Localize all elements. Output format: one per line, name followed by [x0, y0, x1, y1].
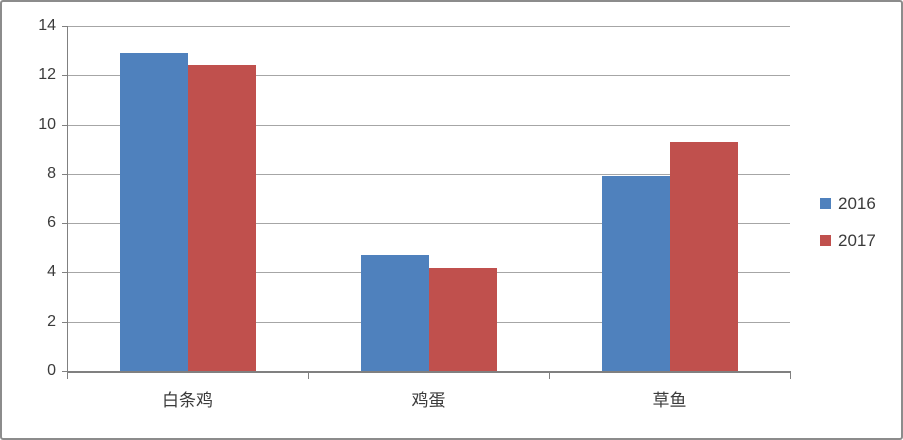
x-axis-line — [67, 371, 791, 373]
x-tick-1 — [308, 373, 309, 379]
legend-label: 2017 — [838, 230, 876, 250]
y-axis-label-12: 12 — [38, 66, 56, 84]
y-tick-8 — [62, 173, 67, 175]
y-tick-0 — [62, 371, 67, 372]
gridline-y-6 — [67, 223, 790, 225]
bar-白条鸡-2016 — [119, 53, 188, 371]
y-axis-line — [67, 26, 68, 372]
chart-legend: 2016 2017 — [820, 194, 876, 249]
y-axis-label-0: 0 — [47, 362, 56, 379]
plot-area — [67, 26, 790, 371]
x-axis-label-白条鸡: 白条鸡 — [162, 391, 213, 410]
gridline-y-14 — [67, 26, 790, 27]
y-axis-label-4: 4 — [47, 263, 56, 281]
gridline-y-12 — [67, 75, 790, 77]
y-axis-label-14: 14 — [38, 17, 56, 34]
gridline-y-10 — [67, 124, 790, 126]
y-tick-14 — [62, 26, 67, 27]
y-axis-label-10: 10 — [38, 115, 56, 133]
y-axis-label-6: 6 — [47, 214, 56, 232]
y-axis-label-2: 2 — [47, 312, 56, 330]
y-tick-10 — [62, 124, 67, 126]
bar-草鱼-2016 — [601, 176, 670, 371]
legend-entry-2017: 2017 — [820, 231, 876, 249]
x-axis-label-鸡蛋: 鸡蛋 — [411, 391, 446, 410]
legend-entry-2016: 2016 — [820, 194, 876, 212]
bar-鸡蛋-2017 — [428, 267, 497, 371]
legend-swatch-icon — [820, 234, 831, 246]
y-tick-4 — [62, 272, 67, 274]
bar-鸡蛋-2016 — [360, 255, 429, 371]
x-axis-label-草鱼: 草鱼 — [652, 391, 687, 410]
x-tick-3 — [790, 373, 791, 379]
x-tick-0 — [67, 373, 68, 379]
legend-label: 2016 — [838, 193, 876, 213]
gridline-y-8 — [67, 173, 790, 175]
x-tick-2 — [549, 373, 550, 379]
y-tick-12 — [62, 75, 67, 77]
y-tick-6 — [62, 223, 67, 225]
y-tick-2 — [62, 321, 67, 323]
y-axis-label-8: 8 — [47, 164, 56, 182]
bar-草鱼-2017 — [669, 141, 738, 371]
legend-swatch-icon — [820, 197, 831, 209]
bar-白条鸡-2017 — [187, 65, 256, 371]
